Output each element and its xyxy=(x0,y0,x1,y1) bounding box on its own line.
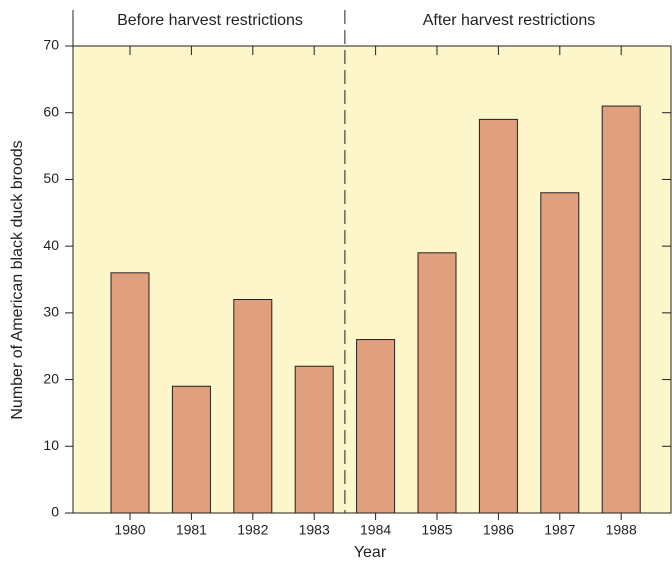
bar xyxy=(110,272,150,514)
bar xyxy=(417,252,457,514)
y-tick-label: 40 xyxy=(43,237,59,253)
bar xyxy=(540,192,580,514)
x-tick-label: 1986 xyxy=(483,522,514,538)
y-tick-label: 60 xyxy=(43,103,59,119)
x-tick-label: 1983 xyxy=(299,522,330,538)
x-tick-label: 1982 xyxy=(237,522,268,538)
x-tick-label: 1980 xyxy=(114,522,145,538)
y-tick-label: 10 xyxy=(43,437,59,453)
x-tick-label: 1981 xyxy=(176,522,207,538)
y-tick-label: 20 xyxy=(43,370,59,386)
x-tick-label: 1985 xyxy=(421,522,452,538)
bar xyxy=(294,365,334,514)
bar xyxy=(478,118,518,514)
y-axis-label: Number of American black duck broods xyxy=(9,140,26,419)
annotation: Before harvest restrictions xyxy=(117,12,303,29)
x-tick-label: 1984 xyxy=(360,522,391,538)
x-tick-label: 1987 xyxy=(544,522,575,538)
x-axis-label: Year xyxy=(354,544,387,561)
bar xyxy=(356,339,396,514)
annotation: After harvest restrictions xyxy=(423,12,596,29)
x-tick-label: 1988 xyxy=(606,522,637,538)
y-tick-label: 0 xyxy=(51,504,59,520)
y-tick-label: 30 xyxy=(43,304,59,320)
y-tick-label: 70 xyxy=(43,37,59,53)
bar xyxy=(171,385,211,514)
bar xyxy=(601,105,641,514)
bar xyxy=(233,299,273,514)
y-tick-label: 50 xyxy=(43,170,59,186)
